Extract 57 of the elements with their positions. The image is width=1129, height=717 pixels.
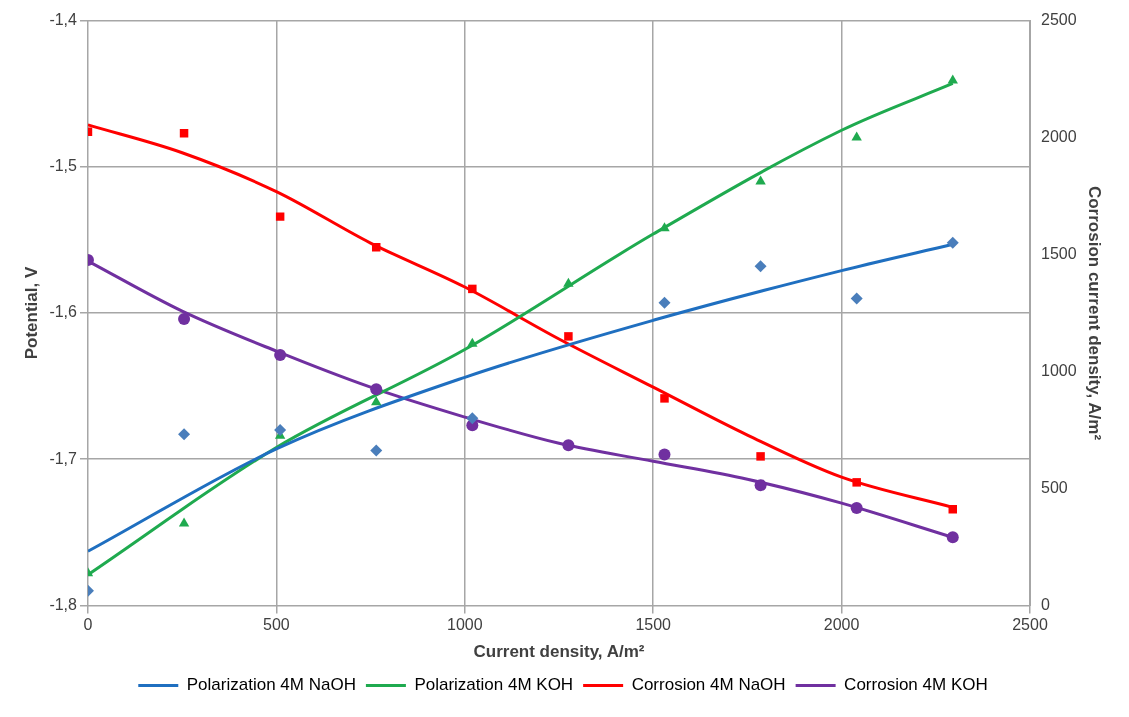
y2-tick-label: 2500 [1041,11,1077,29]
x-tick-label: 1000 [446,616,483,634]
y2-tick-label: 500 [1041,478,1068,496]
point [563,277,574,287]
point [466,412,479,425]
y-tick-label: -1,5 [49,157,78,175]
point [946,531,959,544]
point [851,131,862,141]
y-tick-label: -1,6 [49,303,78,321]
x-axis-title: Current density, A/m² [473,642,645,662]
y2-tick-label: 2000 [1041,127,1077,145]
point [754,479,767,492]
x-tick-label: 2500 [1012,616,1048,634]
legend-label: Corrosion 4M KOH [844,675,988,695]
point [850,502,863,515]
x-tick-label: 500 [263,616,290,634]
point [370,444,383,457]
y-tick-label: -1,8 [49,595,78,613]
point [659,222,670,232]
y-tick-label: -1,4 [49,11,78,29]
y-axis-title: Potential, V [21,266,41,360]
point [370,383,383,396]
point [275,212,285,221]
y2-tick-label: 0 [1041,595,1051,613]
point [755,175,766,185]
x-tick-label: 1500 [635,616,672,634]
legend-label: Polarization 4M KOH [414,675,574,695]
point [178,517,190,527]
point [562,439,575,452]
point [371,243,381,252]
point [564,332,573,341]
point [756,452,765,461]
point [658,448,671,461]
point [371,396,382,406]
point [178,313,191,326]
y2-axis-title: Corrosion current density, A/m² [1085,185,1105,441]
x-tick-label: 0 [83,616,93,634]
y2-tick-label: 1000 [1041,361,1077,379]
point [468,284,477,294]
legend-label: Corrosion 4M NaOH [631,675,786,695]
point [947,74,958,84]
point [948,505,957,514]
point [179,129,189,138]
point [178,428,191,441]
point [274,349,287,362]
point [946,236,959,249]
x-tick-label: 2000 [823,616,860,634]
legend-label: Polarization 4M NaOH [186,675,356,695]
point [274,423,287,436]
y2-tick-label: 1500 [1041,244,1077,262]
point [754,260,767,273]
point [658,296,671,309]
point [852,478,861,487]
y-tick-label: -1,7 [49,449,78,467]
point [850,292,863,305]
point [467,337,478,347]
point [660,394,669,403]
